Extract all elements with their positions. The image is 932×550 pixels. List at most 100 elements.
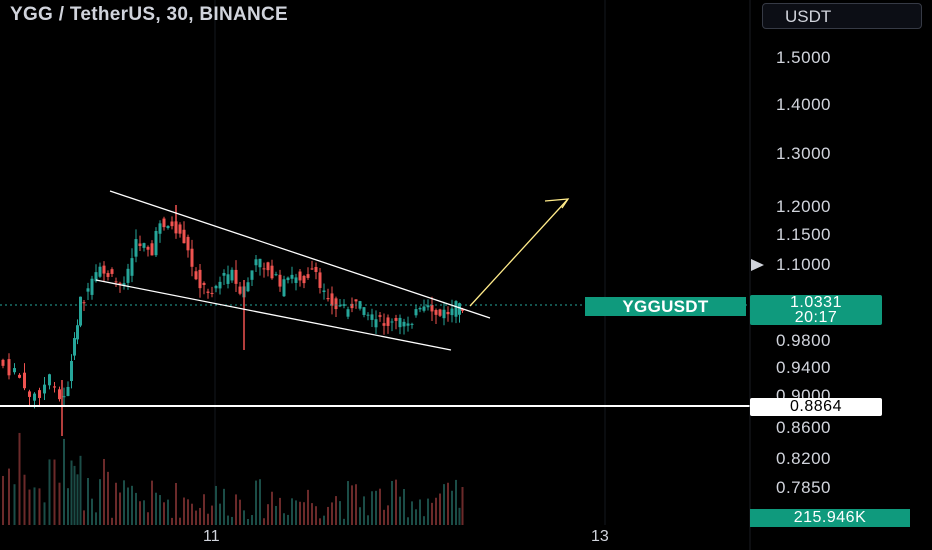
volume-bars <box>2 432 464 525</box>
price-axis-label: 0.9800 <box>776 331 831 350</box>
candle-body <box>7 359 11 376</box>
price-axis-label: 1.1500 <box>776 225 831 244</box>
candle-body <box>13 368 16 373</box>
candle-body <box>402 321 406 327</box>
grid-lines <box>214 0 606 525</box>
candle-body <box>454 301 458 317</box>
candle-body <box>122 283 126 285</box>
volume-bar <box>427 498 429 525</box>
volume-bar <box>331 502 333 525</box>
volume-bar <box>183 497 185 525</box>
candle-body <box>438 309 442 316</box>
candle-body <box>154 230 158 256</box>
volume-bar <box>458 507 461 525</box>
symbol-price-tag: YGGUSDT <box>585 297 746 316</box>
volume-bar <box>151 480 153 525</box>
candle-body <box>314 266 318 273</box>
volume-bar <box>455 479 457 525</box>
candle-body <box>53 386 56 388</box>
volume-bar <box>163 502 165 525</box>
volume-bar <box>231 516 233 525</box>
volume-bar <box>403 488 405 525</box>
current-price-tag: 1.0331 20:17 <box>750 295 882 326</box>
volume-bar <box>13 484 16 525</box>
price-axis-label: 1.4000 <box>776 95 831 114</box>
volume-bar <box>275 505 277 525</box>
volume-tag: 215.946K <box>750 509 910 527</box>
candle-body <box>1 359 5 366</box>
volume-bar <box>211 505 213 525</box>
candle-body <box>294 277 298 283</box>
volume-bar <box>23 474 26 525</box>
candle-body <box>461 308 464 311</box>
candle-body <box>362 307 366 315</box>
volume-bar <box>283 513 285 525</box>
volume-bar <box>215 485 217 525</box>
candle-body <box>214 285 218 289</box>
volume-bar <box>239 499 241 525</box>
volume-bar <box>53 459 56 525</box>
candle-body <box>178 224 182 234</box>
price-axis-label: 1.2000 <box>776 197 831 216</box>
candle-body <box>282 279 286 297</box>
volume-bar <box>351 485 353 525</box>
candle-body <box>218 281 222 289</box>
volume-bar <box>8 468 10 525</box>
candle-body <box>48 374 51 386</box>
price-axis-label: 0.9400 <box>776 358 831 377</box>
volume-bar <box>399 496 401 525</box>
volume-bar <box>2 475 4 525</box>
projection-arrow <box>469 198 570 307</box>
volume-bar <box>139 501 141 525</box>
candle-body <box>230 269 234 281</box>
time-axis-label: 11 <box>203 528 220 545</box>
volume-bar <box>67 488 69 525</box>
candle-body <box>342 304 346 306</box>
candle-body <box>354 299 358 302</box>
candle-body <box>234 269 238 284</box>
candle-body <box>274 274 278 276</box>
volume-bar <box>91 498 93 525</box>
symbol-title: YGG / TetherUS, 30, BINANCE <box>10 4 289 25</box>
candle-body <box>142 243 146 248</box>
candle-body <box>418 308 422 310</box>
candle-body <box>150 243 154 256</box>
volume-bar <box>319 518 321 525</box>
candle-body <box>58 389 61 400</box>
candle-body <box>194 271 198 280</box>
volume-bar <box>431 502 433 525</box>
candle-body <box>266 262 270 271</box>
candle-body <box>66 386 70 396</box>
volume-bar <box>267 504 269 525</box>
volume-bar <box>443 484 445 525</box>
currency-button[interactable]: USDT <box>762 3 922 29</box>
price-axis-label: 1.1000 <box>776 255 831 274</box>
volume-bar <box>375 490 377 525</box>
volume-bar <box>87 477 89 525</box>
volume-bar <box>279 497 281 525</box>
candle-body <box>73 338 76 356</box>
candle-body <box>306 274 310 278</box>
candle-body <box>258 258 262 268</box>
volume-bar <box>335 496 337 525</box>
wedge-lower-trendline <box>95 279 452 351</box>
volume-bar <box>58 482 61 525</box>
candle-body <box>90 278 94 295</box>
candle-body <box>426 305 430 308</box>
volume-bar <box>195 510 197 525</box>
candle-body <box>434 310 438 315</box>
volume-bar <box>70 460 73 525</box>
candle-body <box>38 390 41 398</box>
candle-body <box>190 248 194 267</box>
candle-body <box>94 272 98 282</box>
candle-body <box>86 288 90 292</box>
volume-bar <box>63 438 65 525</box>
volume-bar <box>171 517 173 525</box>
volume-bar <box>303 502 305 525</box>
volume-bar <box>371 491 373 525</box>
volume-bar <box>291 498 293 525</box>
candle-body <box>382 323 386 326</box>
candle-body <box>398 317 402 328</box>
price-axis-label: 1.3000 <box>776 144 831 163</box>
